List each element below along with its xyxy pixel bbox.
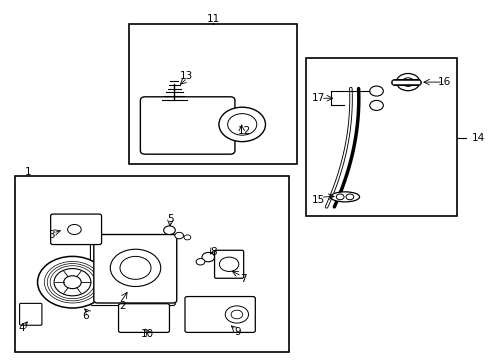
Circle shape (54, 269, 91, 296)
Text: 4: 4 (19, 324, 25, 333)
FancyBboxPatch shape (214, 250, 243, 278)
Text: 14: 14 (471, 133, 485, 143)
Circle shape (346, 194, 353, 200)
Circle shape (227, 114, 256, 135)
FancyBboxPatch shape (51, 214, 102, 244)
FancyBboxPatch shape (140, 97, 234, 154)
Circle shape (202, 252, 214, 262)
Text: 6: 6 (82, 311, 89, 320)
Circle shape (50, 266, 95, 299)
Text: 11: 11 (206, 14, 219, 24)
Circle shape (396, 73, 419, 91)
FancyBboxPatch shape (20, 303, 42, 325)
Circle shape (231, 310, 242, 319)
Text: 17: 17 (311, 93, 325, 103)
Circle shape (67, 225, 81, 234)
Text: 2: 2 (120, 301, 126, 311)
Circle shape (110, 249, 161, 287)
FancyBboxPatch shape (184, 297, 255, 332)
Circle shape (402, 78, 413, 86)
Text: 7: 7 (240, 274, 246, 284)
Circle shape (120, 256, 151, 279)
FancyBboxPatch shape (94, 234, 176, 303)
Text: 16: 16 (437, 77, 450, 87)
Circle shape (163, 226, 175, 234)
Text: 9: 9 (234, 327, 240, 337)
Text: 8: 8 (209, 247, 216, 257)
Bar (15, 176, 289, 352)
Text: 12: 12 (237, 126, 250, 135)
Circle shape (47, 264, 98, 301)
Circle shape (63, 276, 81, 289)
Circle shape (225, 306, 248, 323)
Circle shape (336, 194, 344, 200)
Text: 13: 13 (179, 71, 192, 81)
Text: 5: 5 (167, 214, 173, 224)
Circle shape (369, 100, 383, 111)
FancyBboxPatch shape (90, 235, 175, 306)
Bar (305, 58, 456, 216)
FancyBboxPatch shape (118, 304, 169, 332)
Circle shape (183, 235, 190, 240)
Bar (129, 24, 296, 164)
Circle shape (44, 261, 101, 303)
Text: 10: 10 (141, 329, 153, 339)
Text: 1: 1 (24, 167, 31, 177)
Circle shape (219, 107, 265, 141)
Circle shape (196, 258, 204, 265)
Circle shape (219, 257, 238, 271)
Circle shape (174, 232, 183, 239)
Circle shape (369, 86, 383, 96)
Ellipse shape (330, 192, 359, 202)
Text: 15: 15 (311, 195, 325, 205)
Circle shape (38, 256, 107, 308)
Text: 3: 3 (48, 230, 55, 239)
